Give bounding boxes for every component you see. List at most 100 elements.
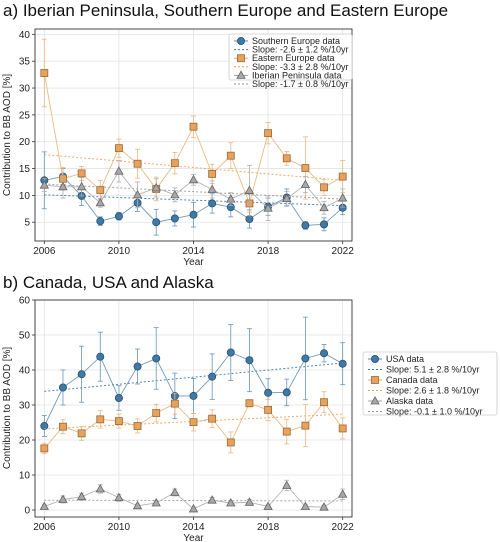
- data-point: [151, 182, 161, 192]
- legend-marker: [236, 37, 245, 46]
- legend-box: [228, 33, 353, 81]
- data-point: [152, 354, 161, 363]
- data-point: [208, 414, 217, 423]
- data-point: [114, 393, 123, 402]
- x-tick-label: 2022: [332, 522, 355, 533]
- data-point: [96, 415, 105, 424]
- data-point: [320, 398, 328, 407]
- data-point: [264, 388, 273, 397]
- data-point: [96, 217, 105, 226]
- data-point: [96, 352, 105, 361]
- data-point: [301, 354, 310, 363]
- data-point: [226, 348, 235, 357]
- x-axis-label: Year: [183, 533, 204, 542]
- data-point: [76, 491, 87, 501]
- legend-label: USA data: [386, 354, 424, 364]
- legend-slope-label: Slope: -0.1 ± 1.0 %/10yr: [386, 407, 483, 417]
- data-point: [264, 405, 272, 414]
- data-point: [282, 193, 292, 203]
- data-point: [188, 174, 199, 184]
- data-point: [338, 424, 347, 433]
- data-point: [133, 422, 142, 430]
- data-point: [40, 69, 49, 77]
- data-point: [320, 183, 328, 192]
- x-tick-label: 2022: [332, 246, 355, 257]
- data-point: [132, 500, 143, 510]
- data-point: [282, 388, 291, 397]
- y-tick-label: 15: [19, 164, 31, 175]
- legend-marker: [370, 354, 379, 363]
- legend-label: Eastern Europe data: [252, 53, 335, 63]
- y-tick-label: 20: [19, 137, 31, 148]
- data-point: [133, 362, 142, 371]
- series-1: [40, 391, 347, 455]
- data-point: [115, 417, 123, 426]
- chart-a: 2006 2010 2014 2018 2022 5 10 15 20 25 30 35 40 Year C…: [2, 28, 355, 268]
- data-point: [245, 399, 254, 408]
- legend-label: Iberian Peninsula data: [252, 70, 342, 80]
- data-point: [226, 151, 235, 160]
- data-point: [77, 370, 86, 379]
- data-point: [39, 501, 50, 510]
- y-axis-label: Contribution to BB AOD [%]: [2, 347, 13, 470]
- data-point: [170, 159, 179, 168]
- data-point: [170, 487, 180, 496]
- trend-line: [44, 362, 343, 392]
- legend-slope-label: Slope: -2.6 ± 1.2 %/10yr: [252, 45, 349, 55]
- x-tick-label: 2014: [182, 246, 205, 257]
- data-point: [245, 356, 254, 365]
- data-point: [282, 154, 291, 163]
- legend-marker: [370, 395, 380, 405]
- legend-marker: [371, 376, 379, 384]
- data-point: [338, 172, 347, 181]
- data-point: [133, 159, 142, 168]
- data-point: [226, 497, 236, 507]
- y-tick-label: 40: [19, 30, 31, 41]
- data-point: [263, 203, 273, 212]
- data-point: [208, 199, 217, 208]
- data-point: [226, 438, 235, 447]
- data-point: [319, 502, 329, 511]
- x-tick-label: 2018: [257, 246, 280, 257]
- y-tick-label: 60: [19, 296, 31, 307]
- data-point: [188, 503, 199, 513]
- data-point: [226, 194, 236, 203]
- data-point: [301, 164, 310, 172]
- x-tick-label: 2018: [257, 522, 280, 533]
- legend-label: Canada data: [386, 375, 438, 385]
- data-point: [132, 189, 143, 199]
- y-tick-label: 50: [19, 331, 31, 342]
- data-point: [77, 429, 86, 438]
- data-point: [58, 494, 68, 503]
- trend-line: [44, 194, 343, 207]
- legend-slope-label: Slope: 5.1 ± 2.8 %/10yr: [386, 365, 480, 375]
- data-point: [152, 409, 161, 417]
- chart-title-a: a) Iberian Peninsula, Southern Europe an…: [3, 1, 449, 20]
- x-tick-label: 2014: [182, 522, 205, 533]
- data-point: [207, 184, 217, 193]
- data-point: [95, 197, 105, 207]
- x-tick-label: 2006: [33, 522, 56, 533]
- data-point: [77, 169, 86, 178]
- data-point: [263, 501, 273, 510]
- y-tick-label: 0: [24, 506, 30, 517]
- y-tick-label: 10: [19, 191, 31, 202]
- data-point: [189, 210, 198, 219]
- data-point: [115, 144, 123, 153]
- y-tick-label: 40: [19, 366, 31, 377]
- data-point: [95, 483, 105, 493]
- legend-marker: [237, 54, 245, 63]
- y-tick-label: 20: [19, 436, 31, 447]
- x-tick-label: 2006: [33, 246, 56, 257]
- series-2: [39, 160, 348, 222]
- data-point: [338, 359, 347, 368]
- series-1: [40, 38, 347, 213]
- trend-line: [44, 183, 343, 200]
- data-point: [59, 422, 67, 431]
- data-point: [96, 186, 105, 194]
- data-point: [152, 218, 161, 227]
- data-point: [282, 427, 291, 436]
